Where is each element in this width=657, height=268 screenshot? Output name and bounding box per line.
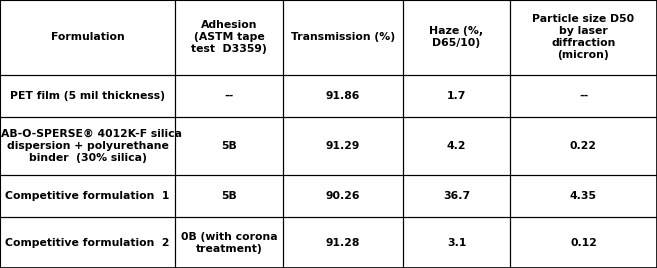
Bar [510, 75, 657, 117]
Bar [403, 75, 510, 117]
Bar [283, 175, 403, 217]
Text: CAB-O-SPERSE® 4012K-F silica
dispersion + polyurethane
binder  (30% silica): CAB-O-SPERSE® 4012K-F silica dispersion … [0, 129, 182, 163]
Bar [403, 117, 510, 175]
Bar [283, 75, 403, 117]
Bar [0, 217, 175, 268]
Text: 91.29: 91.29 [326, 141, 360, 151]
Text: 0.12: 0.12 [570, 237, 597, 248]
Bar [175, 75, 283, 117]
Text: 91.28: 91.28 [326, 237, 360, 248]
Text: Competitive formulation  2: Competitive formulation 2 [5, 237, 170, 248]
Bar [403, 175, 510, 217]
Bar [510, 0, 657, 75]
Text: 0.22: 0.22 [570, 141, 597, 151]
Bar [0, 0, 175, 75]
Bar [510, 217, 657, 268]
Bar [403, 0, 510, 75]
Bar [175, 0, 283, 75]
Bar [283, 0, 403, 75]
Bar [0, 175, 175, 217]
Text: Adhesion
(ASTM tape
test  D3359): Adhesion (ASTM tape test D3359) [191, 20, 267, 54]
Text: Competitive formulation  1: Competitive formulation 1 [5, 191, 170, 201]
Bar [175, 217, 283, 268]
Text: 91.86: 91.86 [326, 91, 360, 101]
Bar [283, 117, 403, 175]
Text: Haze (%,
D65/10): Haze (%, D65/10) [430, 27, 484, 49]
Text: 4.35: 4.35 [570, 191, 597, 201]
Text: 4.2: 4.2 [447, 141, 466, 151]
Text: 1.7: 1.7 [447, 91, 466, 101]
Bar [0, 117, 175, 175]
Text: PET film (5 mil thickness): PET film (5 mil thickness) [10, 91, 165, 101]
Text: 90.26: 90.26 [326, 191, 360, 201]
Bar [175, 117, 283, 175]
Text: 5B: 5B [221, 191, 237, 201]
Text: 36.7: 36.7 [443, 191, 470, 201]
Text: 0B (with corona
treatment): 0B (with corona treatment) [181, 232, 277, 254]
Text: Particle size D50
by laser
diffraction
(micron): Particle size D50 by laser diffraction (… [532, 14, 635, 61]
Bar [510, 117, 657, 175]
Text: --: -- [225, 91, 234, 101]
Text: 5B: 5B [221, 141, 237, 151]
Bar [403, 217, 510, 268]
Bar [175, 175, 283, 217]
Text: Transmission (%): Transmission (%) [291, 32, 395, 43]
Bar [283, 217, 403, 268]
Text: --: -- [579, 91, 588, 101]
Bar [0, 75, 175, 117]
Text: Formulation: Formulation [51, 32, 124, 43]
Text: 3.1: 3.1 [447, 237, 466, 248]
Bar [510, 175, 657, 217]
